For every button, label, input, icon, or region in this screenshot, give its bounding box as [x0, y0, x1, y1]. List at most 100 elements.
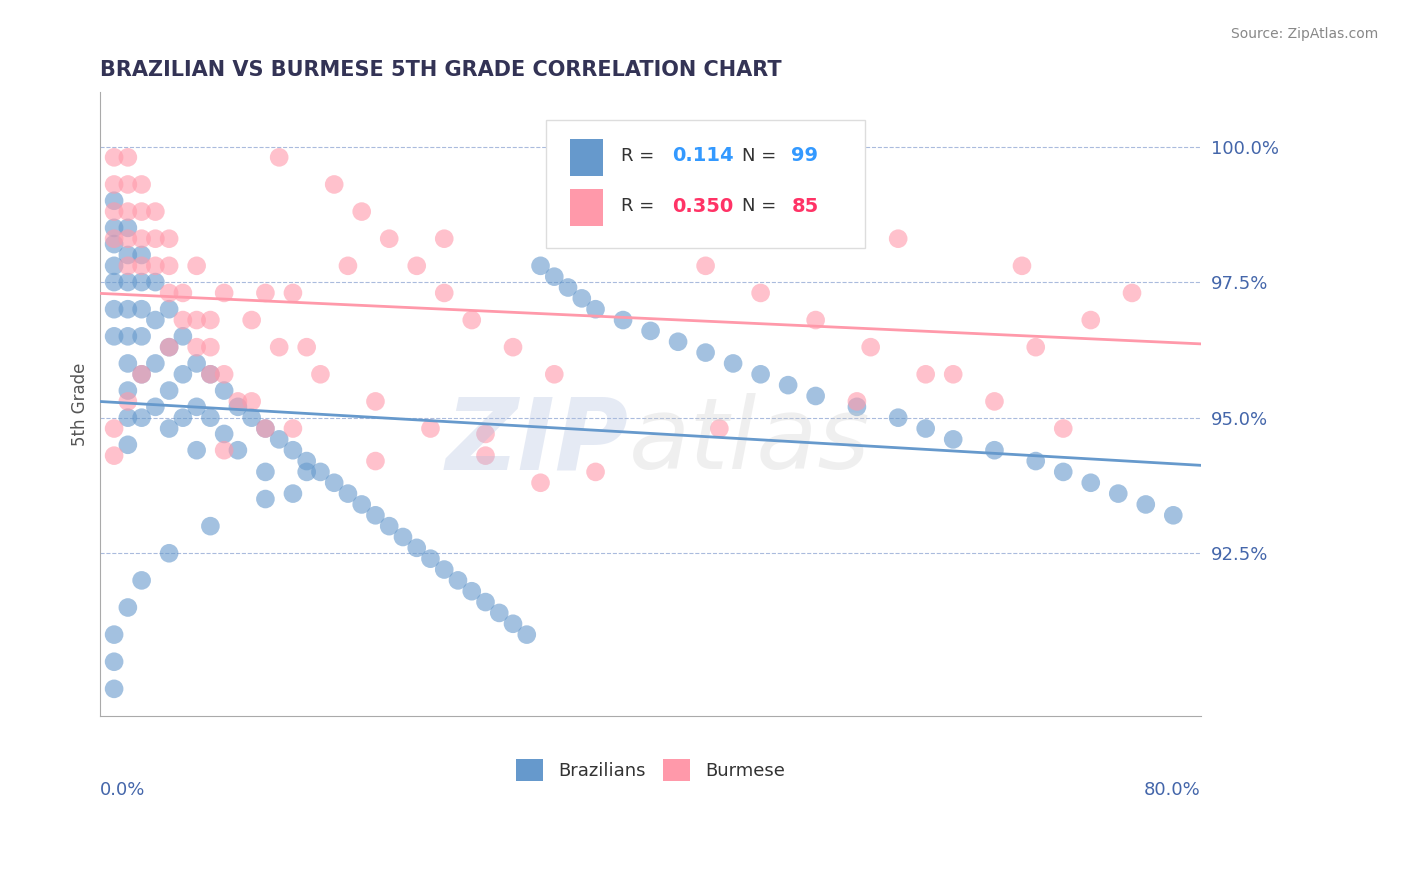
Point: [103, 449, 125, 463]
Point: [433, 285, 456, 300]
Point: [640, 324, 662, 338]
Point: [502, 340, 524, 354]
Point: [309, 368, 332, 382]
Point: [117, 600, 139, 615]
Point: [117, 259, 139, 273]
Point: [117, 438, 139, 452]
Point: [117, 394, 139, 409]
Point: [212, 384, 235, 398]
Point: [117, 220, 139, 235]
Point: [1080, 313, 1102, 327]
Point: [131, 248, 153, 262]
Point: [212, 426, 235, 441]
Point: [295, 454, 318, 468]
Point: [145, 259, 167, 273]
Point: [186, 313, 208, 327]
Point: [778, 378, 800, 392]
Point: [131, 302, 153, 317]
Point: [186, 443, 208, 458]
Point: [461, 584, 484, 599]
Point: [571, 204, 593, 219]
Point: [804, 313, 827, 327]
Point: [749, 285, 772, 300]
Point: [1161, 508, 1184, 523]
Point: [419, 551, 441, 566]
Point: [585, 204, 607, 219]
Point: [145, 275, 167, 289]
Text: ZIP: ZIP: [446, 393, 628, 490]
Point: [612, 150, 634, 164]
Point: [405, 259, 427, 273]
Point: [186, 356, 208, 370]
Point: [887, 232, 910, 246]
Point: [543, 269, 565, 284]
Point: [103, 178, 125, 192]
Point: [942, 368, 965, 382]
FancyBboxPatch shape: [546, 120, 865, 248]
Point: [157, 421, 180, 435]
Text: R =: R =: [621, 197, 659, 215]
Point: [269, 150, 291, 164]
Point: [749, 368, 772, 382]
Point: [488, 606, 510, 620]
Point: [117, 232, 139, 246]
Point: [364, 508, 387, 523]
Point: [419, 421, 441, 435]
Point: [309, 465, 332, 479]
Point: [131, 368, 153, 382]
Point: [281, 486, 304, 500]
Point: [117, 150, 139, 164]
Point: [474, 595, 496, 609]
Point: [681, 178, 703, 192]
Text: Source: ZipAtlas.com: Source: ZipAtlas.com: [1230, 27, 1378, 41]
Point: [585, 302, 607, 317]
Point: [212, 443, 235, 458]
Point: [529, 475, 551, 490]
Point: [103, 329, 125, 343]
Point: [103, 150, 125, 164]
Point: [145, 313, 167, 327]
Point: [336, 486, 359, 500]
Point: [131, 410, 153, 425]
Point: [557, 280, 579, 294]
Point: [240, 394, 263, 409]
Point: [323, 475, 346, 490]
Point: [172, 329, 194, 343]
Point: [778, 194, 800, 208]
Point: [186, 340, 208, 354]
Point: [103, 220, 125, 235]
Point: [804, 389, 827, 403]
Point: [695, 345, 717, 359]
Point: [1025, 340, 1047, 354]
Point: [254, 491, 277, 506]
Point: [1080, 475, 1102, 490]
Point: [117, 178, 139, 192]
Point: [1052, 421, 1074, 435]
Point: [529, 259, 551, 273]
FancyBboxPatch shape: [571, 189, 603, 227]
Point: [131, 259, 153, 273]
Text: N =: N =: [742, 197, 782, 215]
Point: [117, 248, 139, 262]
Point: [378, 232, 401, 246]
Point: [200, 368, 222, 382]
Point: [103, 421, 125, 435]
Point: [157, 546, 180, 560]
Text: 99: 99: [792, 146, 818, 165]
Point: [378, 519, 401, 533]
Point: [200, 368, 222, 382]
Point: [1025, 454, 1047, 468]
Point: [103, 237, 125, 252]
Point: [350, 498, 373, 512]
Point: [336, 259, 359, 273]
Point: [157, 340, 180, 354]
Point: [859, 340, 882, 354]
Point: [200, 313, 222, 327]
Point: [226, 443, 249, 458]
Point: [983, 394, 1005, 409]
Point: [474, 449, 496, 463]
Point: [254, 421, 277, 435]
Point: [281, 285, 304, 300]
Point: [131, 329, 153, 343]
Point: [392, 530, 415, 544]
